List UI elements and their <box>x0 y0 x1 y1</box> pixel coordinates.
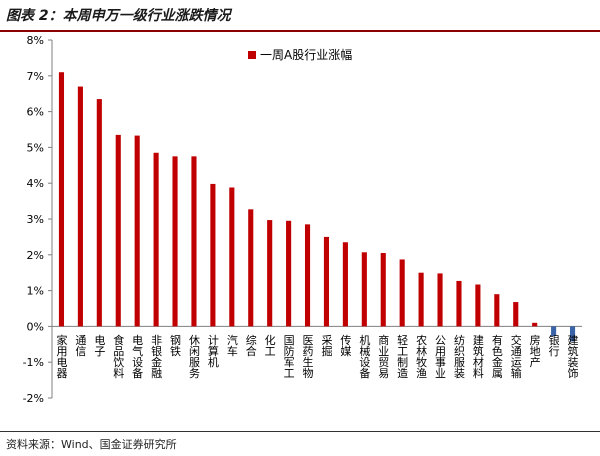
bar <box>323 236 330 327</box>
x-tick-label: 计算机 <box>206 334 219 367</box>
x-tick-label: 汽车 <box>225 333 238 357</box>
bar <box>342 242 348 327</box>
x-tick-label: 综合 <box>244 333 257 356</box>
bar <box>361 252 367 327</box>
bar <box>229 187 235 327</box>
x-tick-label: 国防军工 <box>282 334 295 378</box>
y-tick-label: -2% <box>23 392 44 405</box>
bar <box>267 220 273 327</box>
x-tick-label: 纺织服装 <box>452 333 465 379</box>
bar <box>286 220 292 327</box>
x-tick-label: 机械设备 <box>358 333 371 379</box>
bar <box>456 280 462 327</box>
bar <box>532 322 538 327</box>
chart-title: 图表 2：本周申万一级行业涨跌情况 <box>6 8 231 24</box>
x-tick-label: 化工 <box>263 333 276 356</box>
y-tick-label: 8% <box>27 34 44 47</box>
bar <box>77 86 83 327</box>
footer-rule <box>0 431 600 432</box>
bar <box>304 224 311 327</box>
bar <box>551 326 557 337</box>
x-tick-label: 建筑材料 <box>471 333 484 379</box>
bar <box>191 156 197 327</box>
x-tick-label: 公用事业 <box>434 334 447 378</box>
y-tick-label: 0% <box>27 320 44 333</box>
x-tick-label: 农林牧渔 <box>415 333 428 379</box>
bar <box>494 294 500 327</box>
x-tick-label: 医药生物 <box>301 334 314 378</box>
title-rule <box>0 30 600 32</box>
bar <box>96 99 102 327</box>
legend-swatch <box>248 51 256 59</box>
bar <box>437 273 443 327</box>
bar-chart: -2% -1% 0% 1% 2% 3% 4% 5% 6% 7% 8% 家用电器 通信 电子 食品饮料 电气设备… <box>23 34 582 405</box>
x-tick-label: 建筑装饰 <box>566 333 579 378</box>
bar <box>475 284 481 327</box>
x-tick-label: 采掘 <box>320 334 333 357</box>
bar <box>115 134 121 327</box>
x-tick-label: 休闲服务 <box>187 334 200 378</box>
x-tick-label: 食品饮料 <box>112 333 125 379</box>
bar <box>134 135 140 327</box>
y-tick-label: 7% <box>27 70 44 83</box>
y-tick-label: 3% <box>27 213 44 226</box>
y-tick-label: 2% <box>27 249 44 262</box>
bar <box>172 156 178 327</box>
x-tick-label: 通信 <box>74 334 87 357</box>
bar <box>210 183 216 327</box>
x-tick-label: 房地产 <box>528 334 541 368</box>
bar <box>248 209 254 327</box>
x-tick-label: 电气设备 <box>131 334 144 379</box>
x-tick-label: 商业贸易 <box>377 333 390 379</box>
y-tick-label: 5% <box>27 141 44 154</box>
x-tick-label: 交通运输 <box>509 333 522 379</box>
x-tick-label: 家用电器 <box>55 333 68 379</box>
bar <box>399 259 405 327</box>
x-tick-label: 电子 <box>93 334 106 356</box>
bar <box>58 72 65 327</box>
bar <box>513 302 519 327</box>
legend-label: 一周A股行业涨幅 <box>260 47 352 62</box>
bar <box>569 326 576 342</box>
x-tick-label: 钢铁 <box>169 334 182 356</box>
y-tick-label: 4% <box>27 177 44 190</box>
bar <box>153 152 159 327</box>
bar <box>380 253 386 327</box>
x-tick-label: 传媒 <box>339 334 352 357</box>
x-tick-label: 非银金融 <box>150 334 163 379</box>
x-tick-label: 银行 <box>547 333 560 357</box>
source-note: 资料来源：Wind、国金证券研究所 <box>6 438 177 451</box>
y-tick-label: -1% <box>23 356 44 369</box>
x-tick-label: 有色金属 <box>490 333 503 379</box>
bar <box>418 272 424 327</box>
x-tick-label: 轻工制造 <box>396 333 409 378</box>
y-tick-label: 1% <box>27 285 44 298</box>
y-tick-label: 6% <box>27 106 44 119</box>
